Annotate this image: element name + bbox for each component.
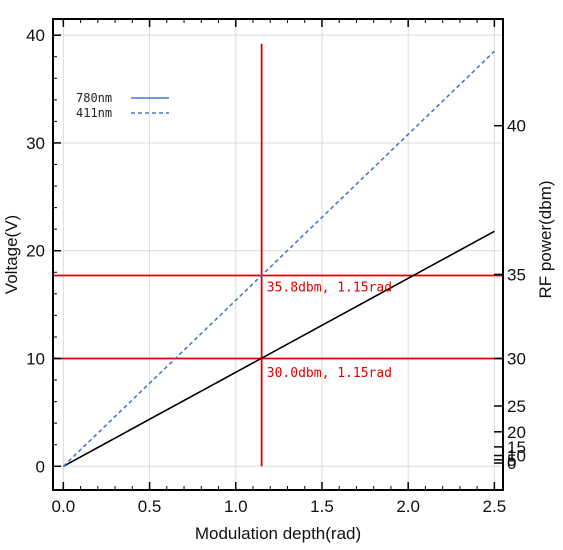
y-axis-title: Voltage(V) xyxy=(2,215,21,294)
right-tick-label: 10 xyxy=(507,447,526,466)
data-series xyxy=(62,50,495,467)
legend-entry-label: 411nm xyxy=(76,106,112,120)
right-tick-label: 15 xyxy=(507,438,526,457)
x-tick-label: 1.0 xyxy=(224,497,248,516)
right-axis-title: RF power(dbm) xyxy=(536,180,555,298)
legend-entry-label: 780nm xyxy=(76,91,112,105)
y-tick-label: 0 xyxy=(36,457,45,476)
y-tick-label: 40 xyxy=(26,26,45,45)
annotation-label: 30.0dbm, 1.15rad xyxy=(267,366,392,381)
right-tick-label: 40 xyxy=(507,117,526,136)
y-tick-label: 20 xyxy=(26,242,45,261)
reference-lines xyxy=(53,43,503,467)
x-tick-label: 1.5 xyxy=(310,497,334,516)
right-tick-label: 20 xyxy=(507,423,526,442)
x-tick-label: 0.0 xyxy=(52,497,76,516)
right-tick-label: 25 xyxy=(507,397,526,416)
right-tick-label: 0 xyxy=(507,454,516,473)
right-tick-label: 30 xyxy=(507,350,526,369)
right-tick-label: 35 xyxy=(507,265,526,284)
annotation-label: 35.8dbm, 1.15rad xyxy=(267,281,392,296)
plot-frame xyxy=(52,18,504,491)
right-tick-label: 5 xyxy=(507,451,516,470)
x-tick-label: 2.0 xyxy=(396,497,420,516)
series-line-411nm xyxy=(62,50,495,467)
x-tick-label: 0.5 xyxy=(138,497,162,516)
axis-ticks xyxy=(53,19,503,490)
annotations: 35.8dbm, 1.15rad 30.0dbm, 1.15rad xyxy=(267,281,392,381)
y-tick-label: 10 xyxy=(26,350,45,369)
tick-labels: 0.0 0.5 1.0 1.5 2.0 2.50102030404035302520151… xyxy=(26,26,526,516)
x-tick-label: 2.5 xyxy=(483,497,507,516)
x-axis-title: Modulation depth(rad) xyxy=(195,524,361,543)
series-line-780nm xyxy=(62,230,495,467)
y-tick-label: 30 xyxy=(26,134,45,153)
